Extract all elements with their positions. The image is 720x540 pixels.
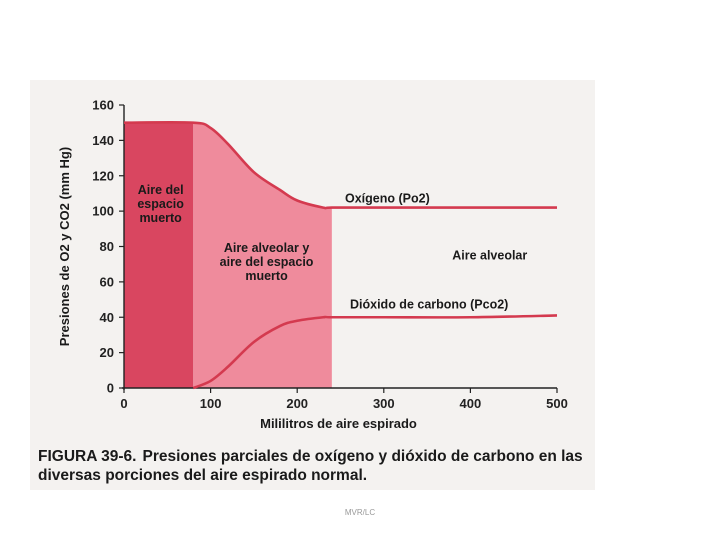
figure-number: FIGURA 39-6. [38,448,137,465]
y-axis-title: Presiones de O2 y CO2 (mm Hg) [57,147,72,346]
y-tick-label: 20 [100,345,114,360]
region-label-dead-space: Aire del [138,183,184,197]
y-tick-label: 140 [92,133,114,148]
region-label-mixed-air: muerto [245,269,288,283]
y-tick-label: 80 [100,239,114,254]
region-label-mixed-air: Aire alveolar y [224,241,310,255]
x-tick-label: 200 [286,396,308,411]
region-label-dead-space: muerto [139,211,182,225]
annotation-aire-alveolar: Aire alveolar [452,248,527,262]
y-tick-label: 120 [92,168,114,183]
series-line-dioxido [192,314,558,390]
series-label-dioxido: Dióxido de carbono (Pco2) [350,298,508,312]
y-tick-label: 160 [92,98,114,113]
region-label-mixed-air: aire del espacio [220,255,314,269]
y-tick-label: 0 [107,381,114,396]
series-label-oxigeno: Oxígeno (Po2) [345,192,430,206]
x-tick-label: 500 [546,396,568,411]
region-label-dead-space: espacio [137,197,184,211]
y-tick-label: 100 [92,204,114,219]
x-tick-label: 0 [120,396,127,411]
footer-text: MVR/LC [344,508,376,517]
figure-caption: FIGURA 39-6. Presiones parciales de oxíge… [38,447,598,485]
caption-text: Presiones parciales de oxígeno y dióxido… [38,448,583,484]
region-dead-space [124,122,194,388]
y-tick-label: 40 [100,310,114,325]
x-axis-title: Mililitros de aire espirado [260,416,417,431]
x-tick-label: 100 [200,396,222,411]
x-tick-label: 400 [460,396,482,411]
y-tick-label: 60 [100,274,114,289]
series-line-oxigeno [123,120,557,210]
x-tick-label: 300 [373,396,395,411]
